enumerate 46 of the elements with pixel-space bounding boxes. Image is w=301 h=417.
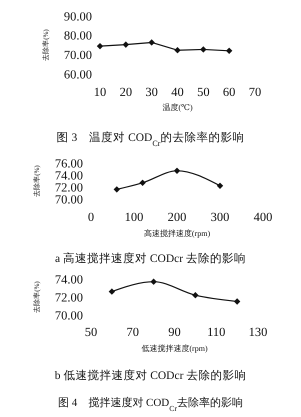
- x-axis-title: 高速搅拌速度(rpm): [144, 229, 210, 238]
- x-tick-label: 90: [168, 325, 181, 339]
- point: [150, 278, 157, 285]
- point: [192, 292, 199, 298]
- y-tick-label: 70.00: [64, 48, 92, 62]
- x-tick-label: 40: [171, 85, 184, 99]
- point: [234, 298, 240, 305]
- point: [226, 48, 232, 54]
- x-tick-label: 10: [94, 85, 106, 99]
- x-tick-label: 20: [120, 85, 132, 99]
- caption: 图 4 搅拌速度对 COD$_{Cr}$去除率的影响: [58, 396, 243, 412]
- x-tick-label: 100: [124, 210, 144, 224]
- point: [114, 186, 120, 193]
- x-tick-label: 400: [254, 210, 272, 224]
- point: [96, 42, 104, 50]
- x-tick-label: 60: [222, 85, 236, 99]
- y-tick-label: 74.00: [54, 272, 83, 286]
- x-tick-label: 30: [145, 85, 158, 99]
- x-tick-label: 70: [126, 325, 139, 339]
- y-tick-label: 80.00: [64, 28, 92, 43]
- y-tick-label: 76.00: [54, 156, 83, 170]
- x-tick-label: 130: [248, 325, 268, 339]
- text: b 低速搅拌速度对 CODcr 去除的影响: [54, 368, 246, 382]
- x-tick-label: 50: [84, 325, 98, 339]
- y-tick-label: 70.00: [54, 192, 83, 206]
- point: [200, 46, 207, 53]
- y-tick-label: 74.00: [54, 168, 83, 182]
- y-tick-label: 70.00: [54, 308, 83, 322]
- x-tick-label: 50: [197, 85, 210, 99]
- x-tick-label: 200: [168, 210, 186, 224]
- y-tick-label: 72.00: [54, 180, 83, 194]
- point: [148, 39, 155, 46]
- point: [108, 288, 116, 295]
- x-axis-title: 温度(℃): [162, 103, 193, 112]
- x-tick-label: 0: [88, 210, 94, 224]
- point: [122, 41, 130, 48]
- point: [139, 180, 146, 186]
- text: a 高速搅拌速度对 CODcr 去除的影响: [55, 251, 246, 265]
- x-tick-label: 70: [248, 85, 262, 99]
- x-tick-label: 300: [210, 210, 230, 224]
- y-tick-label: 72.00: [54, 290, 83, 304]
- y-tick-label: 90.00: [64, 9, 92, 24]
- caption: 图 3 温度对 COD$_{Cr}$的去除率的影响: [56, 130, 244, 148]
- x-tick-label: 110: [207, 325, 226, 339]
- x-axis-title: 低速搅拌速度(rpm): [141, 344, 208, 353]
- y-tick-label: 60.00: [64, 67, 92, 82]
